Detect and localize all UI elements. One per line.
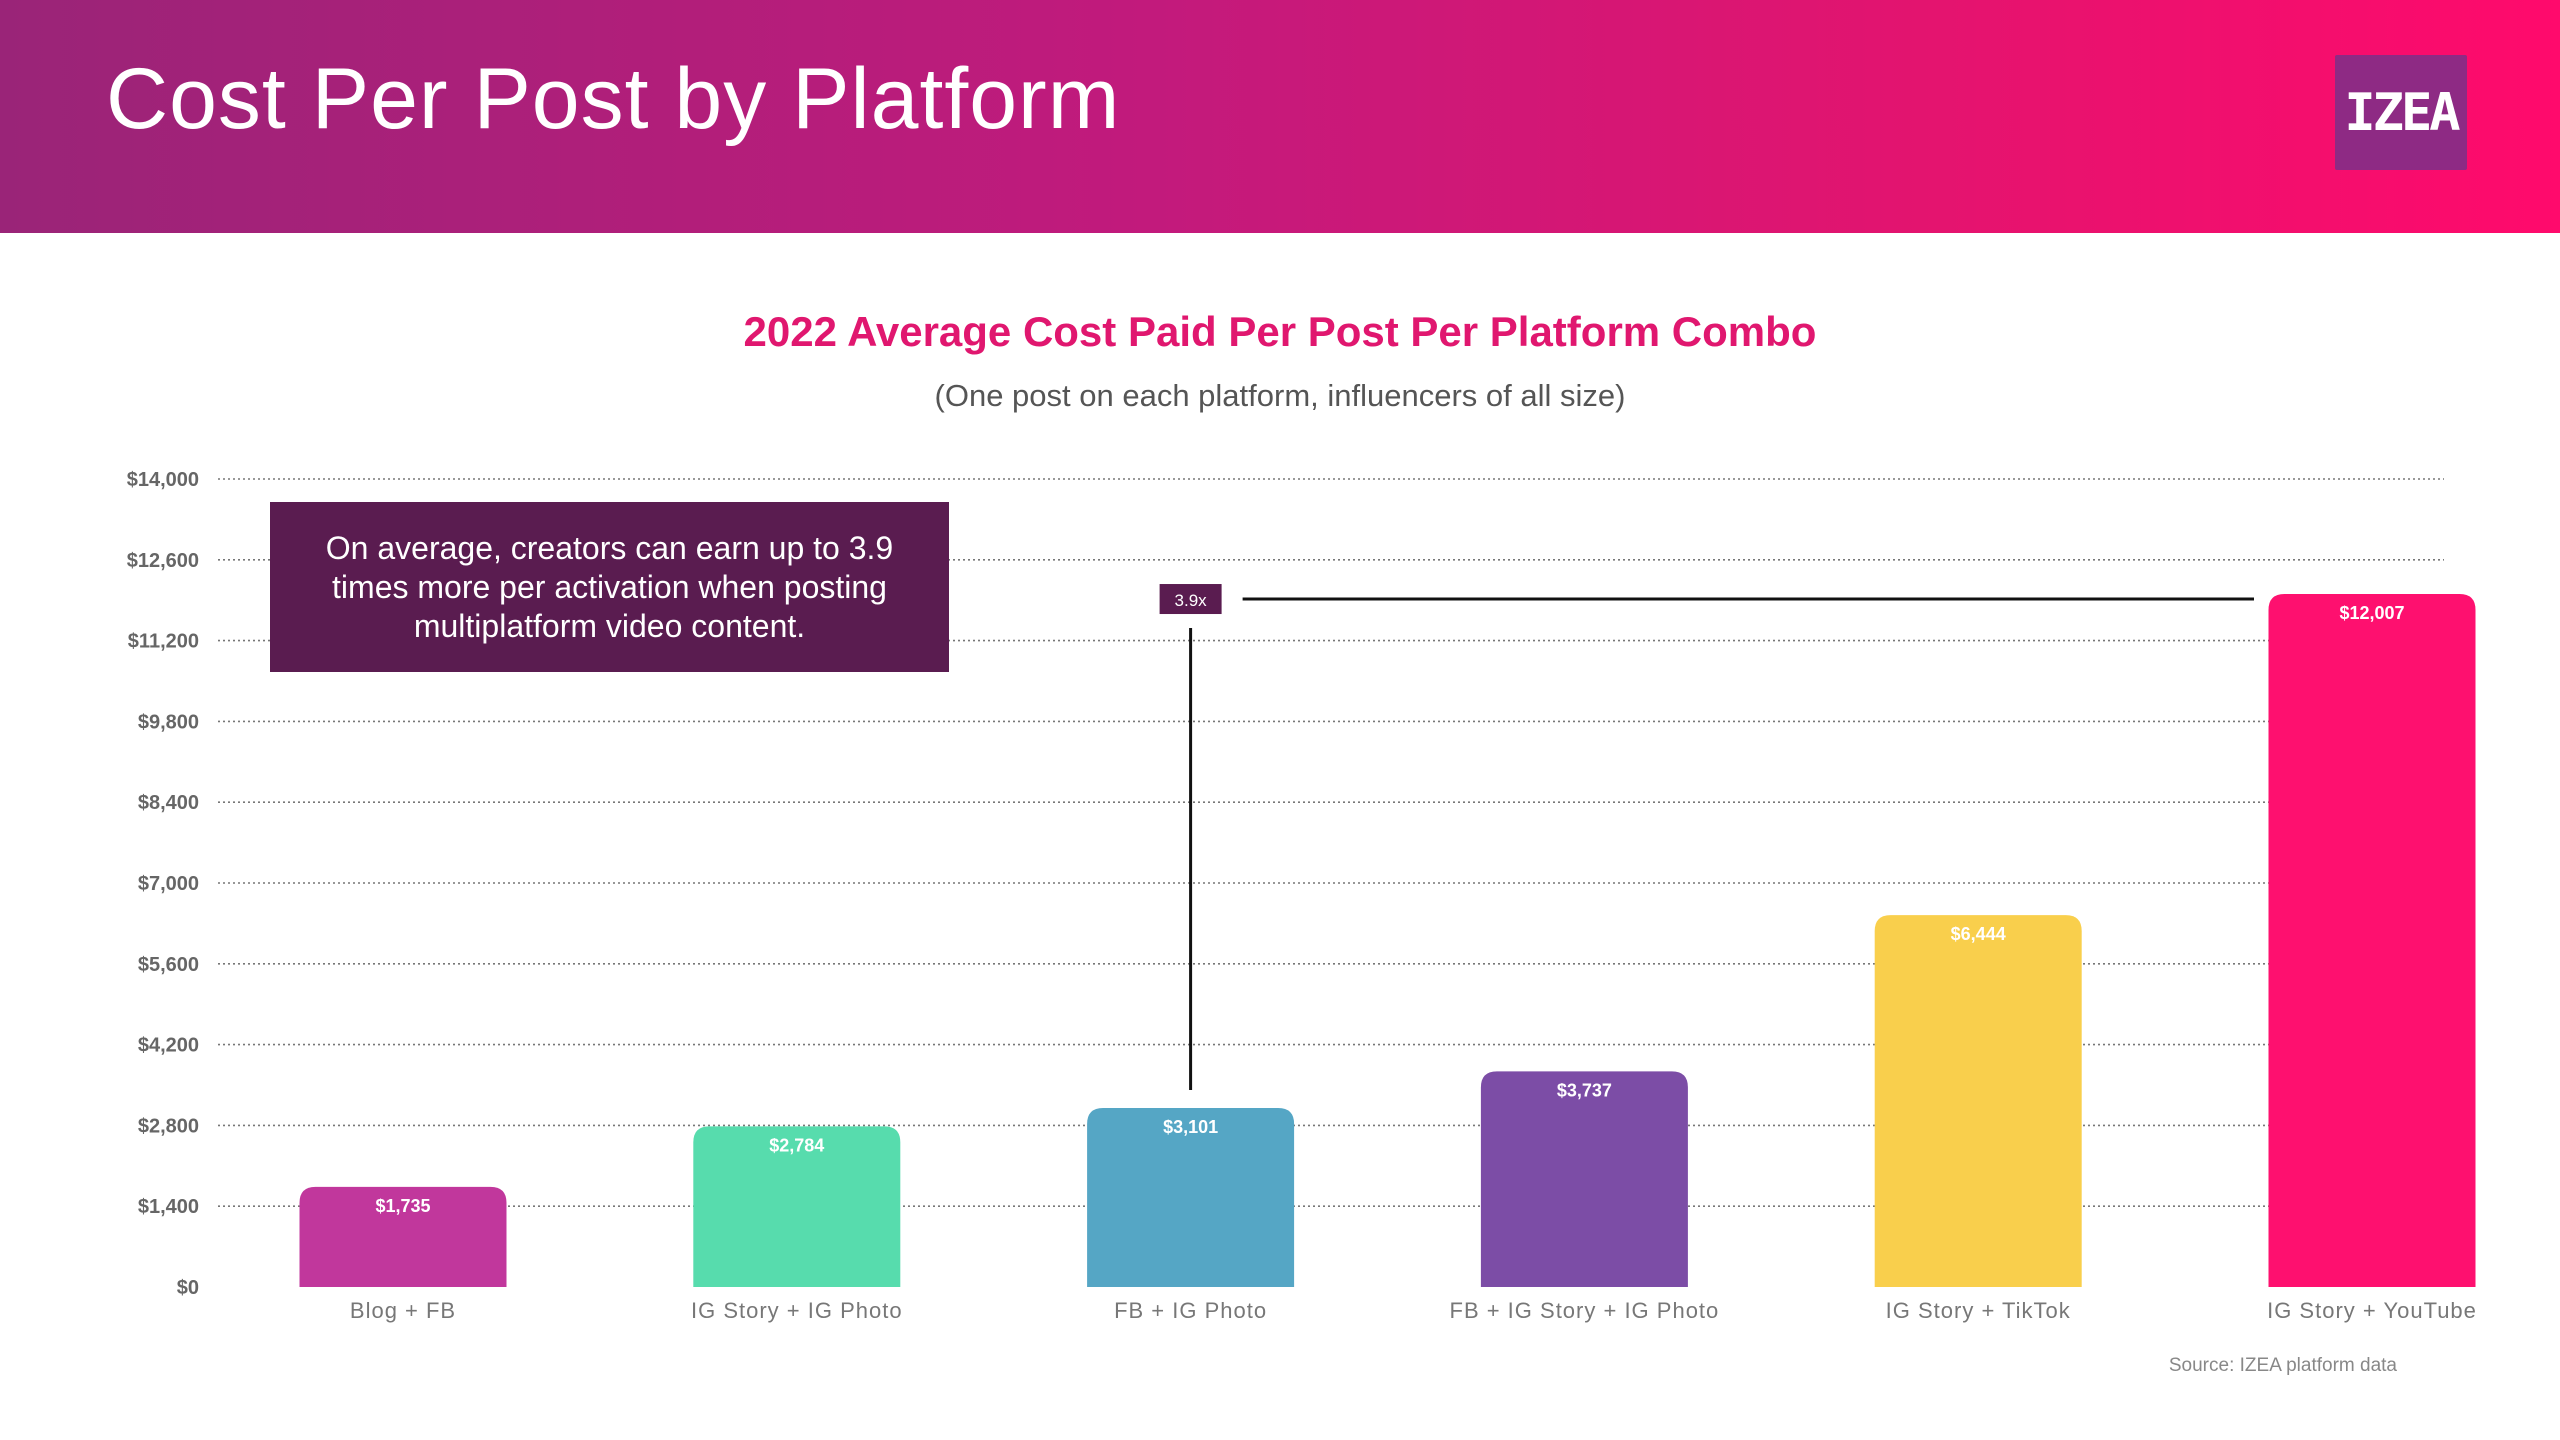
bar <box>1087 1108 1295 1287</box>
chart-subtitle: (One post on each platform, influencers … <box>934 378 1626 413</box>
bar <box>1480 1071 1688 1287</box>
x-tick-label: Blog + FB <box>350 1298 456 1323</box>
bar <box>299 1186 507 1287</box>
y-tick-label: $11,200 <box>128 631 199 653</box>
x-tick-label: IG Story + TikTok <box>1886 1298 2071 1323</box>
insight-callout: On average, creators can earn up to 3.9 … <box>270 502 949 672</box>
page-title: Cost Per Post by Platform <box>106 51 1121 147</box>
data-label: $3,737 <box>1557 1080 1612 1100</box>
data-label: $6,444 <box>1951 924 2006 944</box>
bar <box>1874 915 2082 1287</box>
data-label: $12,007 <box>2339 603 2404 623</box>
bar <box>693 1126 901 1287</box>
source-note: Source: IZEA platform data <box>2168 1355 2397 1376</box>
data-label: $3,101 <box>1163 1117 1218 1137</box>
y-tick-label: $5,600 <box>138 954 199 976</box>
annotation-badge <box>1159 584 1222 615</box>
izea-logo: IZEA <box>2335 55 2467 170</box>
x-tick-label: FB + IG Story + IG Photo <box>1450 1298 1720 1323</box>
y-tick-label: $0 <box>177 1277 199 1299</box>
annotation-label: 3.9x <box>1175 591 1208 610</box>
data-label: $2,784 <box>769 1135 824 1155</box>
y-tick-label: $8,400 <box>138 792 199 814</box>
y-tick-label: $7,000 <box>138 873 199 895</box>
x-tick-label: IG Story + IG Photo <box>691 1298 903 1323</box>
y-tick-label: $14,000 <box>127 469 199 491</box>
header-banner: Cost Per Post by Platform IZEA <box>0 0 2560 233</box>
bar <box>2268 594 2476 1287</box>
y-tick-label: $9,800 <box>138 711 199 733</box>
x-tick-label: FB + IG Photo <box>1114 1298 1267 1323</box>
chart-title: 2022 Average Cost Paid Per Post Per Plat… <box>743 308 1817 355</box>
logo-text: IZEA <box>2344 82 2460 143</box>
x-tick-label: IG Story + YouTube <box>2267 1298 2477 1323</box>
data-label: $1,735 <box>375 1196 430 1216</box>
y-tick-label: $1,400 <box>138 1196 199 1218</box>
y-tick-label: $12,600 <box>127 550 199 572</box>
y-tick-label: $4,200 <box>138 1035 199 1057</box>
y-tick-label: $2,800 <box>138 1115 199 1137</box>
